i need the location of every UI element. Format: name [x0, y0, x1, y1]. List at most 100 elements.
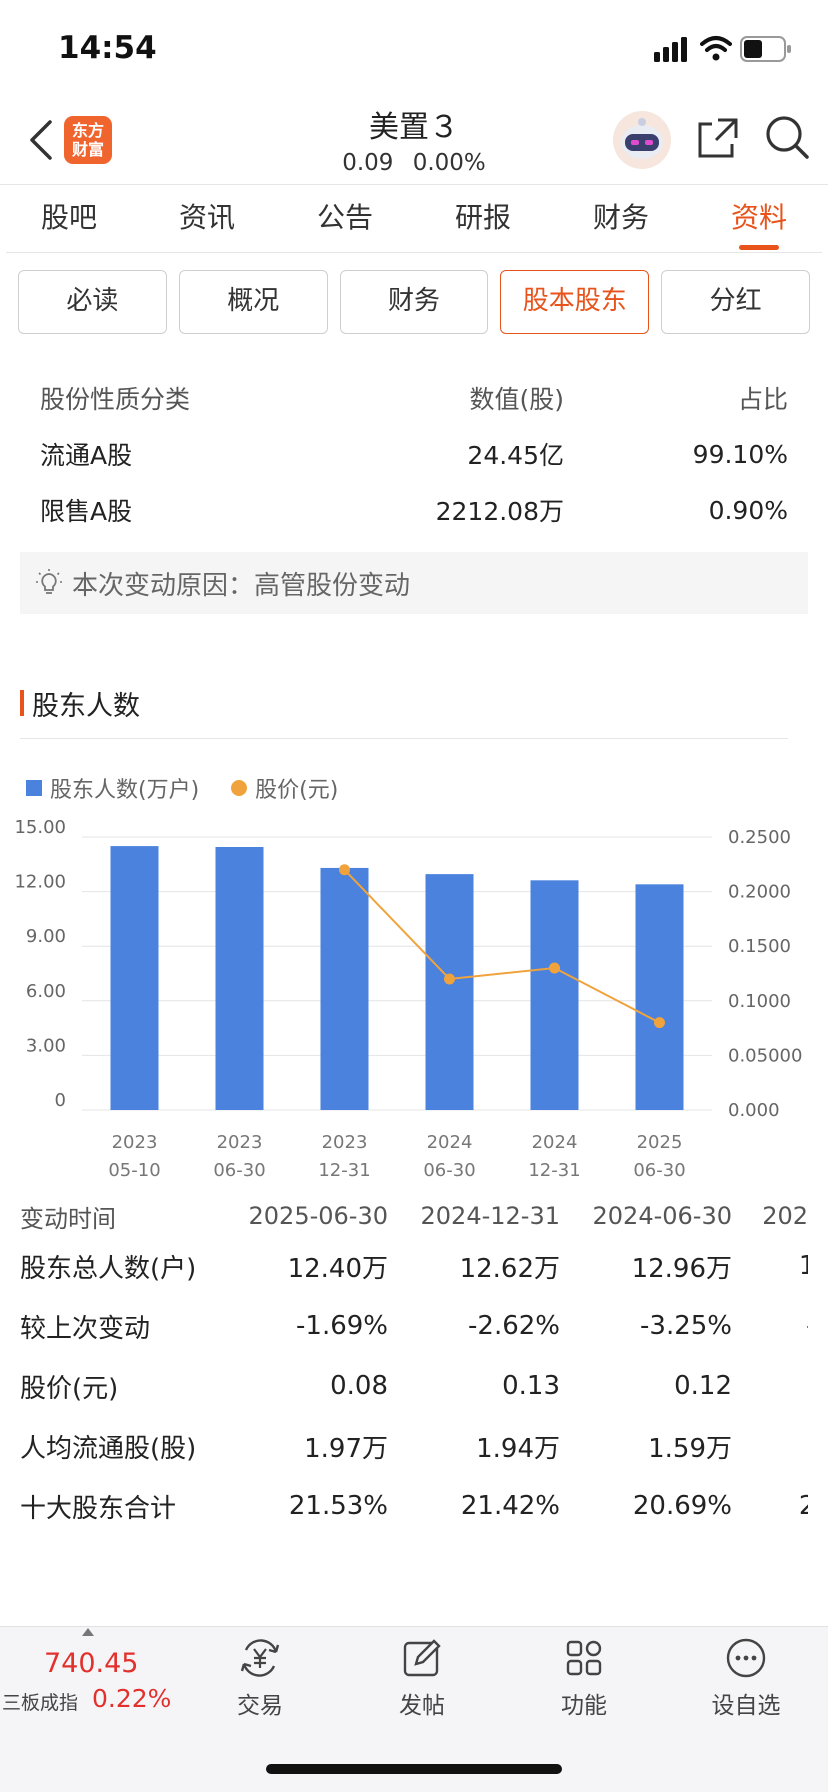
main-tabs: 股吧 资讯 公告 研报 财务 资料 [0, 196, 828, 250]
table-cell: 0.90% [708, 495, 788, 525]
x-tick-label: 2023 [112, 1132, 158, 1153]
y-left-tick-label: 0 [55, 1090, 66, 1111]
robot-assistant-icon[interactable] [612, 110, 672, 170]
bar [635, 884, 684, 1110]
table-cell: 99.10% [692, 439, 788, 469]
row-label: 股价(元) [20, 1373, 119, 1404]
subtab-must-read[interactable]: 必读 [18, 270, 167, 334]
x-tick-label: 2025 [637, 1132, 683, 1153]
legend-bar-label: 股东人数(万户) [50, 778, 200, 803]
status-time: 14:54 [58, 30, 157, 66]
price-point [549, 962, 560, 974]
y-right-tick-label: 0.1000 [728, 991, 791, 1012]
x-tick-label: 12-31 [528, 1160, 580, 1181]
change-reason-text: 本次变动原因：高管股份变动 [72, 570, 411, 601]
table-cell: 0.08 [330, 1371, 388, 1401]
table-cell: 21.42% [460, 1491, 560, 1521]
trade-button[interactable]: 交易 [200, 1636, 320, 1720]
table-cell: 12.62万 [459, 1253, 560, 1284]
stock-name: 美置３ [369, 110, 459, 145]
search-icon[interactable] [764, 114, 810, 160]
tab-profile[interactable]: 资料 [690, 196, 828, 250]
edit-icon [403, 1639, 441, 1677]
shareholder-chart: 0 3.00 6.00 9.00 12.00 15.00 0.000 0.05000 0.100… [14, 817, 802, 1181]
x-tick-label: 2023 [217, 1132, 263, 1153]
app-logo[interactable]: 东方财富 [64, 116, 112, 164]
x-tick-label: 05-10 [108, 1160, 160, 1181]
yuan-cycle-icon [240, 1639, 280, 1677]
cellular-signal-icon [654, 37, 687, 62]
bar [110, 846, 159, 1110]
post-button[interactable]: 发帖 [362, 1636, 482, 1720]
table-row: 较上次变动 -1.69% -2.62% -3.25% -7 [20, 1296, 828, 1356]
legend-line-label: 股价(元) [255, 778, 339, 803]
table-cell: 12.96万 [631, 1253, 732, 1284]
y-right-tick-label: 0.2500 [728, 827, 791, 848]
x-tick-label: 06-30 [633, 1160, 685, 1181]
table-cell: 24.45亿 [467, 441, 564, 470]
functions-button[interactable]: 功能 [524, 1636, 644, 1720]
header-cell: 变动时间 [20, 1204, 116, 1233]
table-header-row: 股份性质分类 数值(股) 占比 [40, 370, 788, 426]
stock-quote: 0.09 0.00% [0, 150, 828, 176]
tab-news[interactable]: 资讯 [178, 201, 235, 234]
table-cell: 1.94万 [476, 1433, 560, 1464]
wifi-icon [700, 36, 732, 61]
table-row: 股价(元) 0.08 0.13 0.12 [20, 1356, 828, 1416]
bar [530, 880, 579, 1110]
logo-text: 东方财富 [71, 121, 104, 159]
index-name[interactable]: 三板成指 [2, 1692, 79, 1714]
index-change[interactable]: 0.22% [92, 1684, 172, 1713]
subtab-finance[interactable]: 财务 [339, 270, 489, 334]
tab-research[interactable]: 研报 [454, 201, 511, 234]
subtab-overview[interactable]: 概况 [178, 270, 328, 334]
expand-arrow-icon[interactable] [82, 1628, 94, 1636]
x-tick-label: 2024 [427, 1132, 473, 1153]
y-right-tick-label: 0.05000 [728, 1045, 802, 1066]
functions-label: 功能 [561, 1693, 607, 1719]
header-cell: 数值(股) [469, 385, 564, 414]
header-cell: 2024-06-30 [592, 1202, 732, 1230]
back-arrow-icon[interactable] [26, 118, 54, 162]
chart-legend: 股东人数(万户) 股价(元) [26, 772, 338, 804]
share-icon[interactable] [696, 116, 740, 160]
subtab-dividends[interactable]: 分红 [661, 270, 810, 334]
lightbulb-icon [36, 569, 62, 594]
bar [215, 847, 264, 1110]
tabs-divider [6, 252, 822, 253]
table-cell: 0.13 [502, 1371, 560, 1401]
trade-label: 交易 [237, 1693, 283, 1719]
sub-tabs: 必读 概况 财务 股本股东 分红 [18, 270, 810, 334]
x-tick-label: 06-30 [423, 1160, 475, 1181]
table-cell: 0.12 [674, 1371, 732, 1401]
tab-guba[interactable]: 股吧 [40, 201, 97, 234]
table-cell: -1.69% [296, 1311, 388, 1341]
table-cell: 2212.08万 [435, 497, 564, 526]
table-row: 流通A股 24.45亿 99.10% [40, 426, 788, 482]
table-row: 十大股东合计 21.53% 21.42% 20.69% 20 [20, 1476, 828, 1536]
index-value[interactable]: 740.45 [44, 1648, 139, 1679]
tab-announcements[interactable]: 公告 [316, 201, 373, 234]
x-tick-label: 2024 [532, 1132, 578, 1153]
table-cell: 流通A股 [40, 441, 133, 470]
table-cell: -2.62% [468, 1311, 560, 1341]
grid-icon [566, 1640, 602, 1676]
table-row: 限售A股 2212.08万 0.90% [40, 482, 788, 538]
section-accent-bar [20, 690, 24, 716]
table-cell: 1.97万 [304, 1433, 388, 1464]
tab-finance[interactable]: 财务 [592, 201, 649, 234]
table-cell: 21.53% [288, 1491, 388, 1521]
row-label: 股东总人数(户) [20, 1253, 197, 1284]
post-label: 发帖 [399, 1693, 445, 1719]
change-reason-banner: 本次变动原因：高管股份变动 [20, 552, 808, 614]
y-left-tick-label: 3.00 [26, 1035, 66, 1056]
subtab-shareholders[interactable]: 股本股东 [500, 270, 650, 334]
shareholder-history-table: 变动时间 2025-06-30 2024-12-31 2024-06-30 20… [20, 1196, 828, 1536]
table-cell: 12.40万 [287, 1253, 388, 1284]
y-left-tick-label: 9.00 [26, 926, 66, 947]
row-label: 十大股东合计 [20, 1493, 177, 1524]
section-divider [20, 738, 788, 739]
add-watchlist-button[interactable]: 设自选 [686, 1636, 806, 1720]
legend-bar-swatch [26, 780, 42, 796]
share-structure-table: 股份性质分类 数值(股) 占比 流通A股 24.45亿 99.10% 限售A股 … [40, 370, 788, 538]
